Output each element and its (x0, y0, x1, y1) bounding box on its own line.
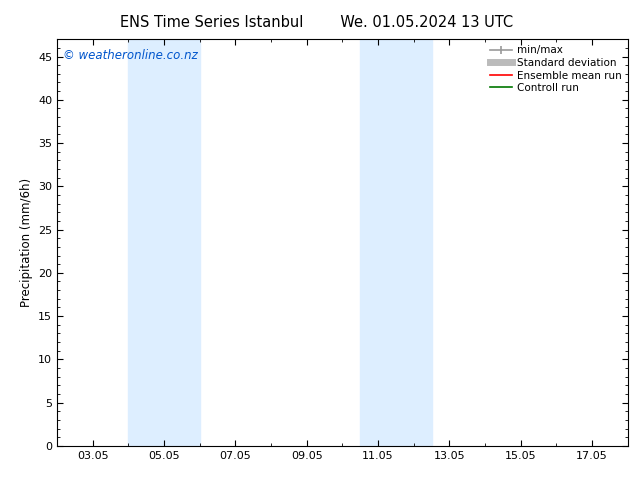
Y-axis label: Precipitation (mm/6h): Precipitation (mm/6h) (20, 178, 32, 307)
Text: © weatheronline.co.nz: © weatheronline.co.nz (63, 49, 198, 62)
Bar (128, 39, 200, 446)
Text: ENS Time Series Istanbul        We. 01.05.2024 13 UTC: ENS Time Series Istanbul We. 01.05.2024 … (120, 15, 514, 30)
Legend: min/max, Standard deviation, Ensemble mean run, Controll run: min/max, Standard deviation, Ensemble me… (486, 42, 624, 97)
Bar (360, 39, 432, 446)
